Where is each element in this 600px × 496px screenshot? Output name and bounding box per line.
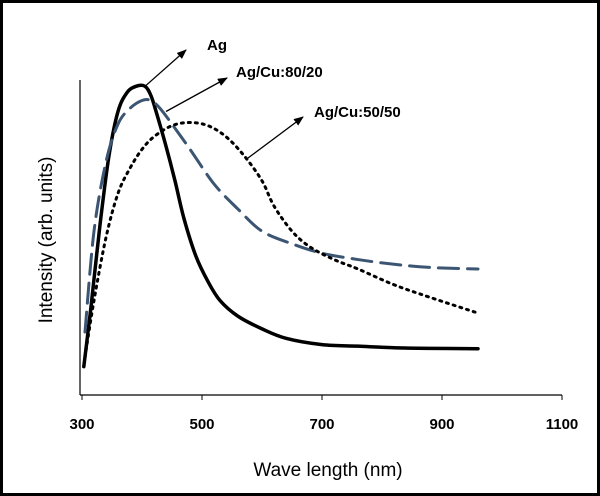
annotation-layer: Ag Ag/Cu:80/20 Ag/Cu:50/50 xyxy=(144,37,401,160)
series-line-ag-cu-50-50 xyxy=(83,121,480,359)
x-tick-label: 300 xyxy=(69,416,94,433)
series-line-ag-cu-80-20 xyxy=(83,97,480,334)
series-layer xyxy=(82,83,480,369)
annotation-label: Ag xyxy=(207,37,227,54)
x-axis-title: Wave length (nm) xyxy=(253,460,402,481)
y-axis-title: Intensity (arb. units) xyxy=(36,157,57,324)
series-line-ag xyxy=(82,83,480,369)
x-tick-label: 1100 xyxy=(546,416,579,433)
axes xyxy=(79,80,562,396)
x-tick-label: 900 xyxy=(429,416,454,433)
annotation-arrow xyxy=(165,77,228,113)
x-tick-label: 700 xyxy=(309,416,334,433)
annotation-arrow xyxy=(144,49,187,87)
annotation-label: Ag/Cu:80/20 xyxy=(236,64,323,81)
tick-layer: 300 500 700 900 1100 xyxy=(69,395,578,433)
annotation-label: Ag/Cu:50/50 xyxy=(314,104,401,121)
x-tick-label: 500 xyxy=(189,416,214,433)
annotation-arrow xyxy=(246,116,304,160)
